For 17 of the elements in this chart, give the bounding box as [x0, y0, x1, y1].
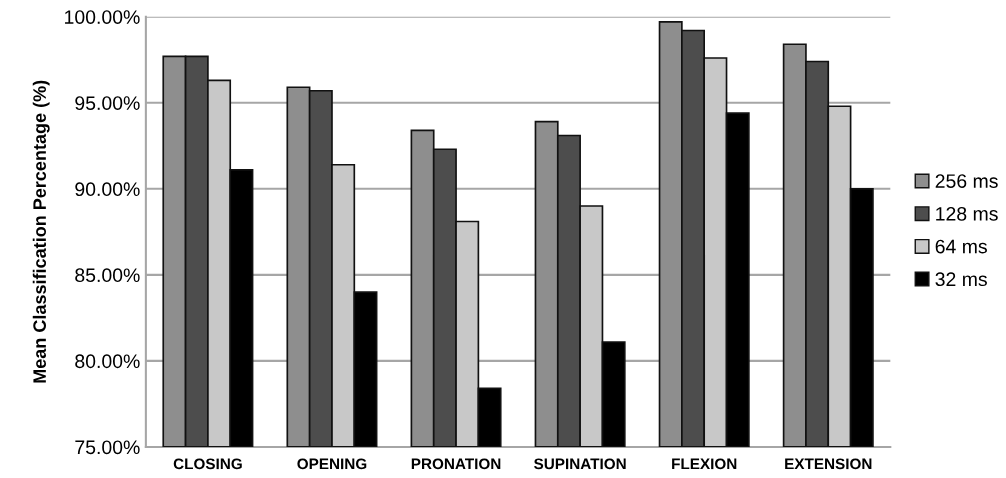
- legend-label: 32 ms: [935, 272, 987, 287]
- x-tick-label: OPENING: [297, 458, 367, 470]
- x-tick-label: EXTENSION: [785, 458, 872, 470]
- y-tick-label: 75.00%: [75, 440, 140, 455]
- y-tick-label: 90.00%: [75, 182, 140, 197]
- x-tick-label: FLEXION: [672, 458, 737, 470]
- legend-label: 128 ms: [936, 206, 998, 221]
- y-tick-label: 80.00%: [75, 354, 140, 369]
- x-tick-label: CLOSING: [173, 458, 242, 470]
- y-tick-label: 100.00%: [65, 10, 140, 24]
- x-tick-label: SUPINATION: [534, 458, 626, 470]
- legend-label: 64 ms: [935, 239, 987, 254]
- y-tick-label: 95.00%: [75, 96, 140, 111]
- legend-label: 256 ms: [935, 174, 998, 188]
- y-tick-label: 85.00%: [75, 268, 140, 283]
- x-tick-label: PRONATION: [411, 458, 501, 470]
- y-axis-title: Mean Classification Percentage (%): [32, 80, 50, 383]
